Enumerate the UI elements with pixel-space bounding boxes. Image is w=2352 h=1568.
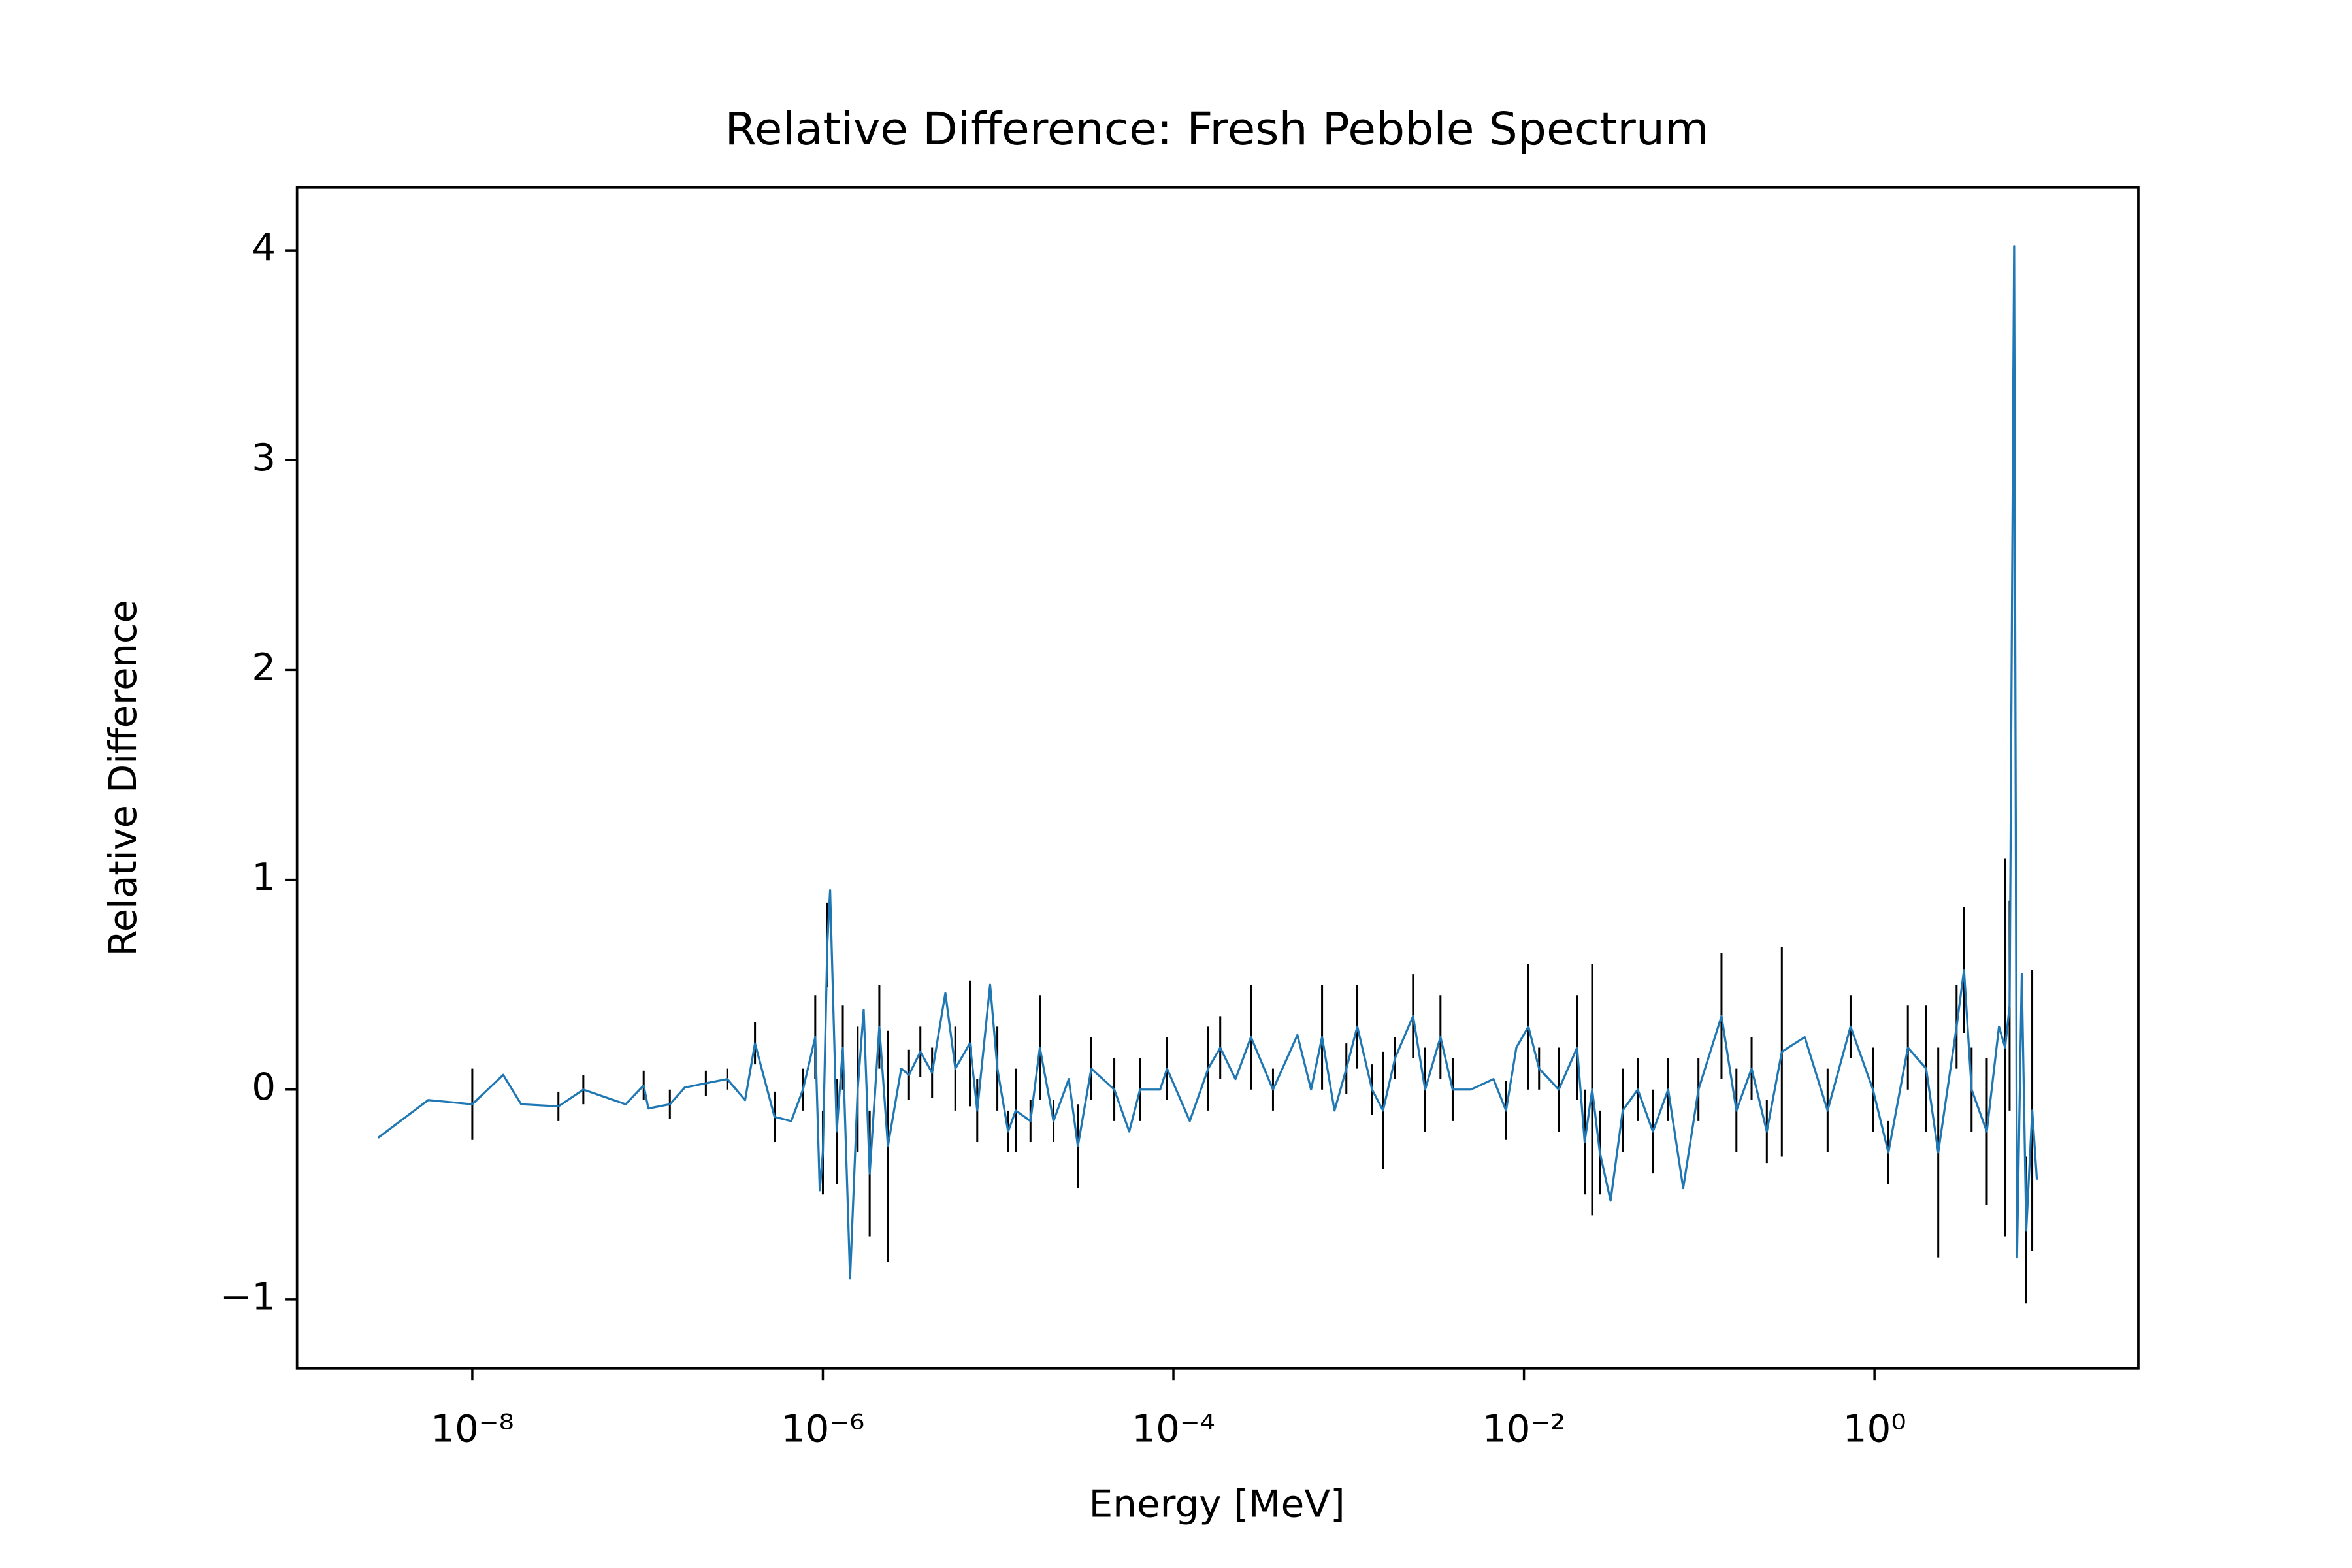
x-tick-label: 10⁻⁴: [1132, 1407, 1215, 1451]
y-tick-label: 1: [252, 855, 276, 899]
data-line: [377, 245, 2038, 1280]
x-axis-label: Energy [MeV]: [1089, 1482, 1345, 1526]
y-tick-label: −1: [220, 1275, 276, 1319]
y-tick-label: 3: [252, 435, 276, 480]
y-axis-label: Relative Difference: [101, 600, 145, 956]
x-tick-label: 10⁻⁸: [431, 1407, 514, 1451]
y-tick-label: 4: [252, 225, 276, 270]
x-tick-label: 10⁰: [1843, 1407, 1906, 1451]
y-tick-label: 2: [252, 645, 276, 689]
x-tick-label: 10⁻⁶: [781, 1407, 865, 1451]
x-tick-label: 10⁻²: [1482, 1407, 1566, 1451]
plot-frame: [295, 186, 2140, 1370]
chart-title: Relative Difference: Fresh Pebble Spectr…: [725, 103, 1708, 155]
y-tick-label: 0: [252, 1065, 276, 1109]
